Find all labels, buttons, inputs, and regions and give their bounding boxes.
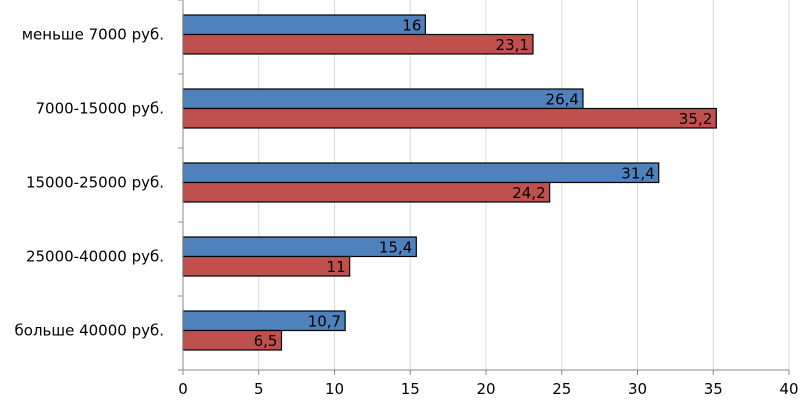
data-label: 26,4 <box>546 90 579 108</box>
bar <box>182 107 717 129</box>
x-tick-label: 35 <box>704 380 723 398</box>
data-label: 6,5 <box>254 332 278 350</box>
bar <box>182 88 584 110</box>
data-label: 10,7 <box>308 312 341 330</box>
x-tick-label: 10 <box>325 380 344 398</box>
data-label: 24,2 <box>512 184 545 202</box>
bar <box>182 14 426 36</box>
x-tick-label: 5 <box>254 380 264 398</box>
x-tick-label: 30 <box>628 380 647 398</box>
bar <box>182 162 660 184</box>
bar <box>182 181 551 203</box>
category-label: 7000-15000 руб. <box>36 100 165 118</box>
data-label: 35,2 <box>679 110 712 128</box>
category-label: 15000-25000 руб. <box>26 174 164 192</box>
data-label: 11 <box>327 258 346 276</box>
x-tick-label: 15 <box>401 380 420 398</box>
category-label: больше 40000 руб. <box>15 322 164 340</box>
data-label: 16 <box>402 16 421 34</box>
x-tick-label: 40 <box>779 380 798 398</box>
data-label: 31,4 <box>621 164 654 182</box>
x-tick-label: 0 <box>178 380 188 398</box>
bar <box>182 255 351 277</box>
data-label: 15,4 <box>379 238 412 256</box>
category-label: меньше 7000 руб. <box>22 26 164 44</box>
x-tick-label: 20 <box>476 380 495 398</box>
bar <box>182 33 534 55</box>
category-label: 25000-40000 руб. <box>26 248 164 266</box>
data-label: 23,1 <box>496 36 529 54</box>
x-tick-label: 25 <box>552 380 571 398</box>
